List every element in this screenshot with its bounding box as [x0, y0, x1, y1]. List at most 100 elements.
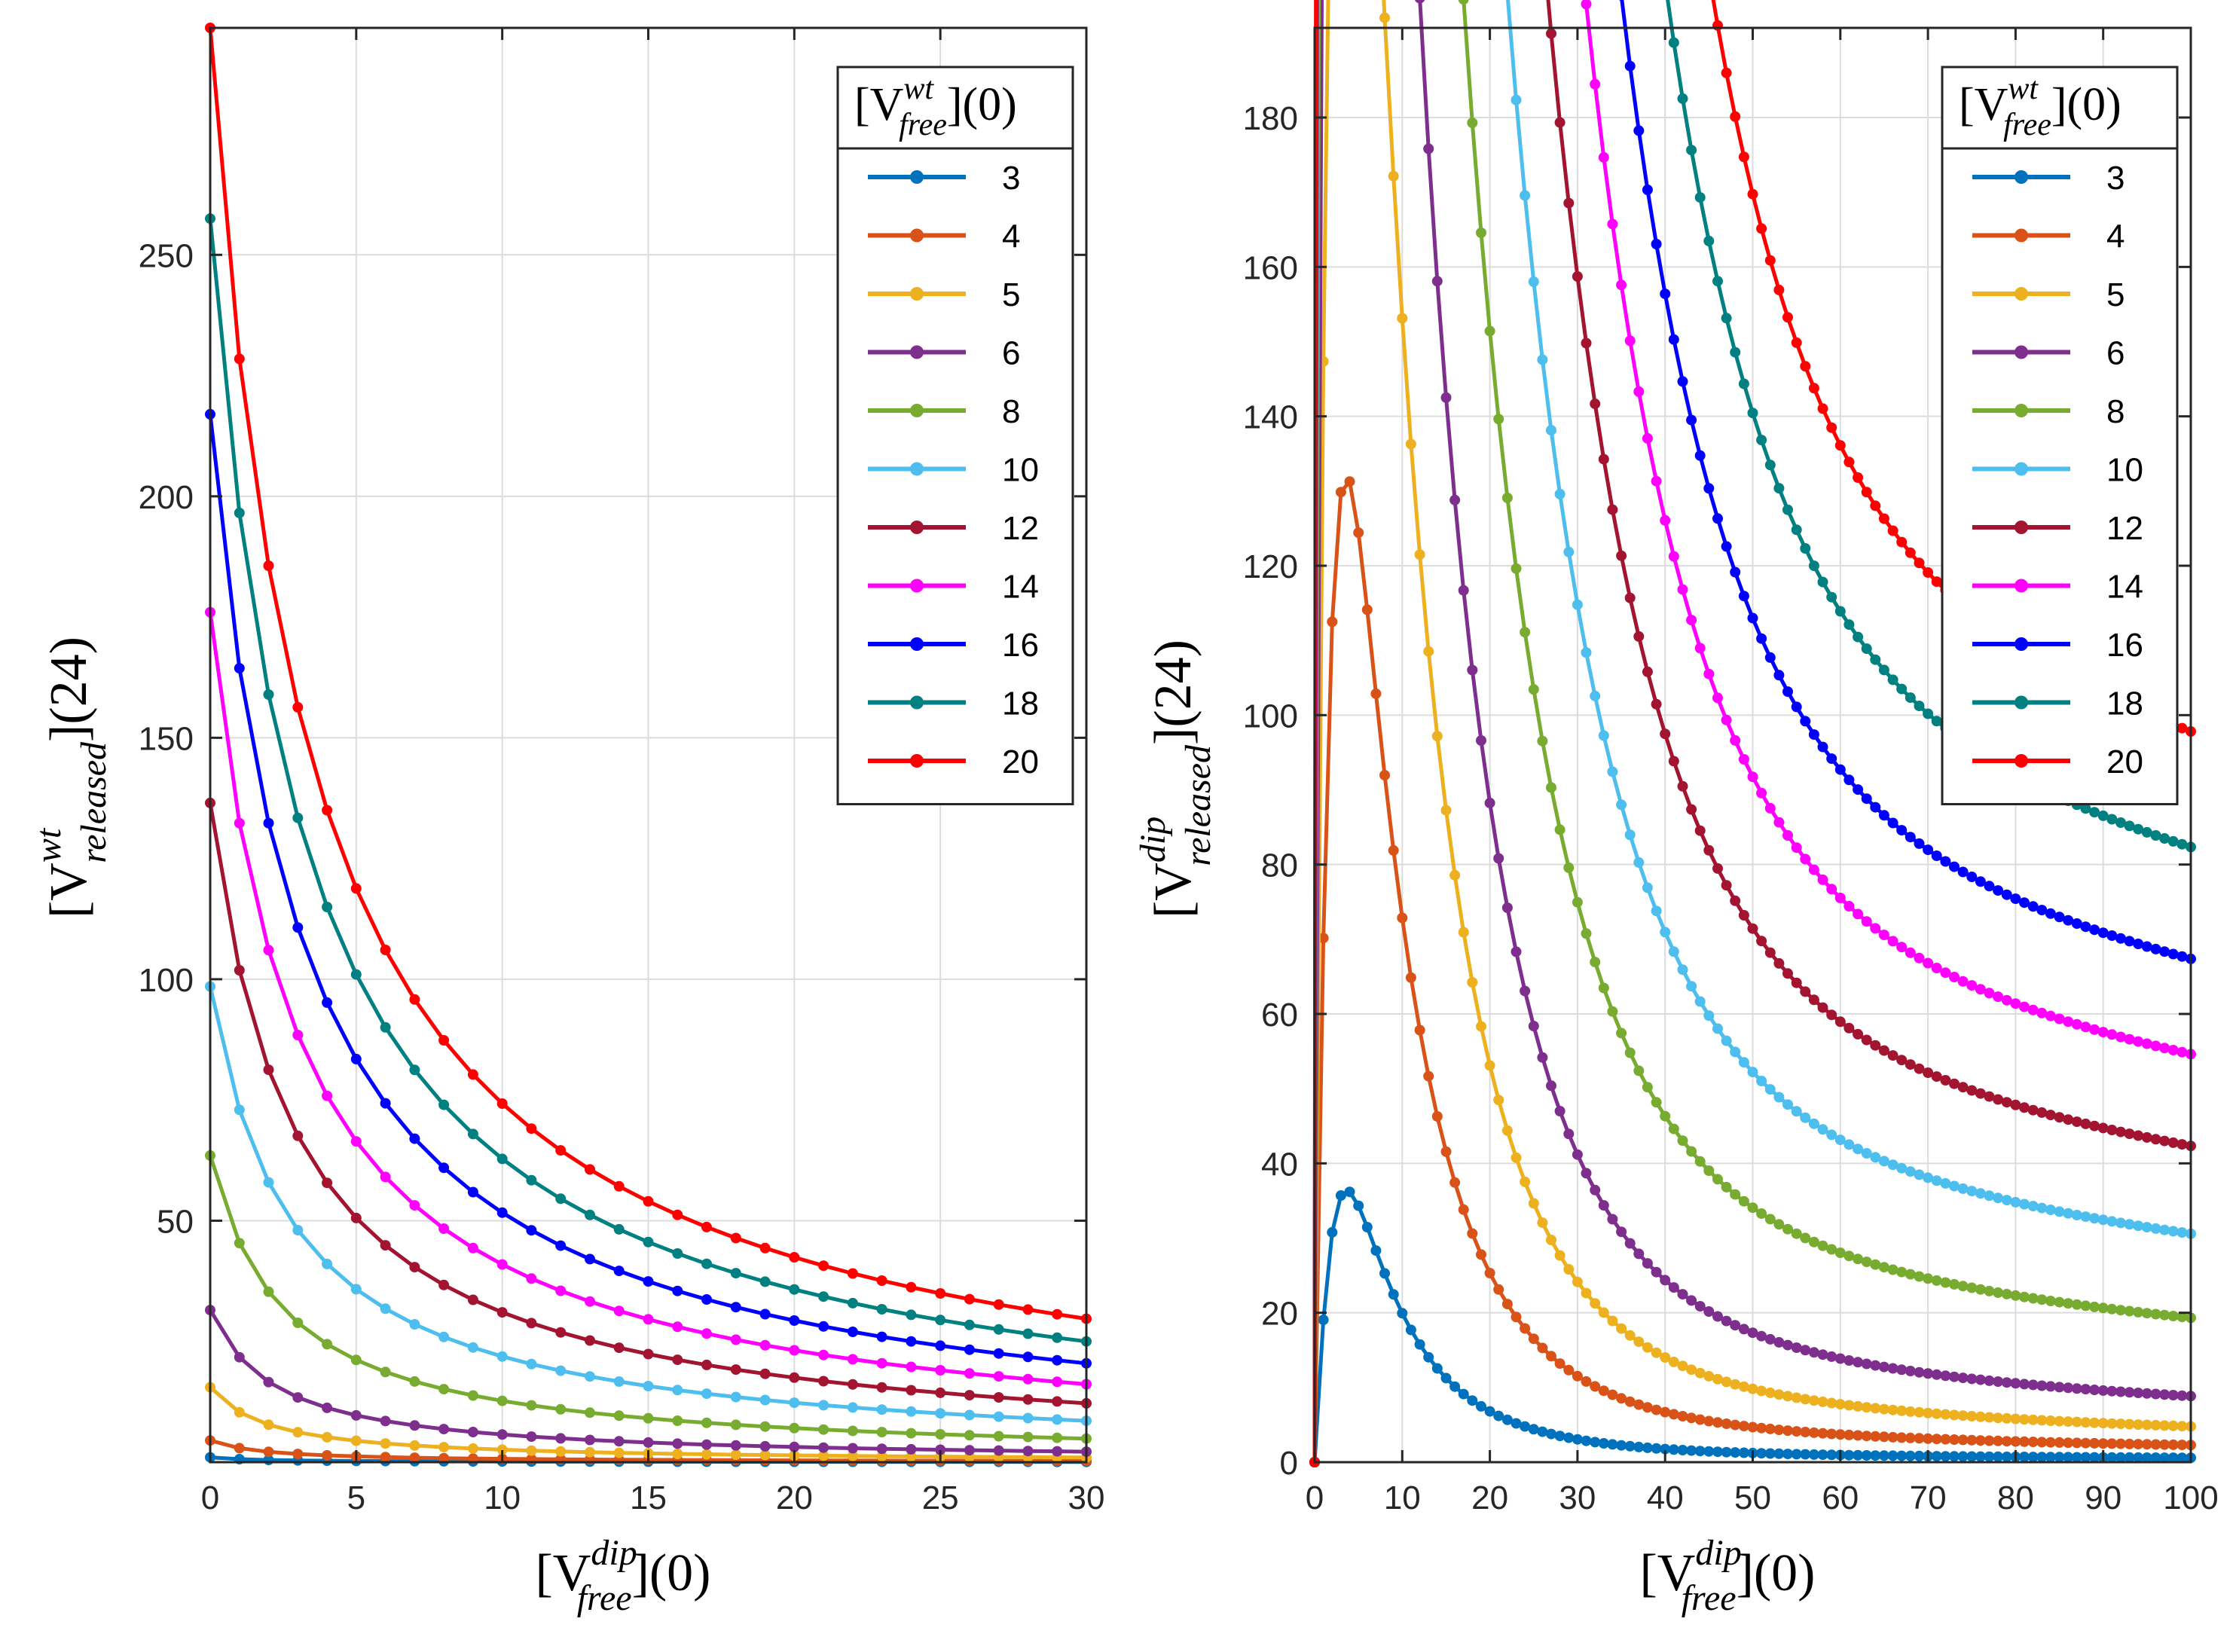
data-point	[2019, 1436, 2030, 1447]
data-point	[2124, 1452, 2135, 1463]
data-point	[1870, 1450, 1881, 1461]
data-point	[1923, 957, 1934, 969]
data-point	[2027, 1004, 2039, 1015]
data-point	[1993, 991, 2004, 1003]
data-point	[2159, 1420, 2170, 1431]
data-point	[1511, 1312, 1522, 1323]
series-16	[1309, 0, 2196, 1467]
data-point	[1931, 576, 1942, 588]
x-tick-label: 20	[1471, 1479, 1508, 1516]
data-point	[1467, 1228, 1478, 1239]
data-point	[322, 1402, 333, 1413]
data-point	[1484, 1406, 1495, 1417]
data-point	[1931, 1451, 1942, 1462]
data-point	[1618, 0, 1624, 1]
data-point	[1773, 1389, 1785, 1400]
data-point	[1660, 289, 1671, 300]
y-label-tail: ](24)	[1144, 640, 1202, 745]
data-point	[1554, 1250, 1566, 1261]
data-point	[1590, 957, 1601, 968]
data-point	[1379, 12, 1390, 23]
data-point	[1052, 1308, 1063, 1320]
data-point	[1520, 1323, 1531, 1334]
data-point	[1712, 863, 1723, 874]
data-point	[1616, 1440, 1627, 1451]
data-point	[1993, 1435, 2004, 1446]
data-point	[2159, 946, 2170, 957]
data-point	[2054, 1013, 2065, 1024]
data-point	[789, 1315, 800, 1326]
data-point	[1721, 1315, 1732, 1327]
data-point	[585, 1296, 595, 1307]
data-point	[1800, 543, 1811, 554]
data-point	[1668, 551, 1679, 562]
data-point	[2063, 1416, 2074, 1428]
data-point	[1730, 111, 1741, 122]
data-point	[1370, 688, 1382, 699]
data-point	[1817, 403, 1828, 414]
data-point	[380, 1415, 391, 1427]
data-point	[2089, 1417, 2100, 1428]
data-point	[1712, 1373, 1723, 1385]
data-point	[643, 1276, 654, 1287]
data-point	[1843, 1250, 1855, 1262]
data-point	[1940, 1451, 1951, 1462]
data-point	[2063, 915, 2074, 926]
data-point	[1598, 1200, 1609, 1211]
data-point	[1616, 1226, 1627, 1238]
data-point	[1703, 1370, 1715, 1382]
data-point	[1896, 536, 1908, 548]
data-point	[1791, 524, 1802, 536]
y-tick-label: 100	[1243, 698, 1298, 734]
data-point	[2001, 1451, 2012, 1462]
data-point	[1878, 1431, 1889, 1443]
data-point	[438, 1099, 450, 1110]
data-point	[906, 1361, 917, 1373]
data-point	[1467, 977, 1478, 988]
legend-entry-14: 14	[868, 569, 1039, 606]
data-point	[1607, 1214, 1618, 1225]
data-point	[1773, 483, 1785, 494]
data-point	[1738, 1057, 1749, 1068]
data-point	[2176, 1421, 2188, 1432]
y-tick-label: 60	[1261, 997, 1298, 1034]
data-point	[613, 1436, 625, 1447]
data-point	[2097, 1302, 2109, 1314]
data-point	[1957, 1183, 1969, 1194]
data-point	[672, 1321, 683, 1333]
data-point	[2045, 1381, 2056, 1392]
data-point	[1449, 1177, 1461, 1188]
data-point	[876, 1382, 887, 1393]
data-point	[1721, 1418, 1732, 1429]
data-point	[2133, 1439, 2144, 1450]
data-point	[1528, 684, 1539, 695]
data-point	[1397, 912, 1408, 924]
x-label-base: [V	[536, 1544, 591, 1602]
data-point	[2071, 1210, 2082, 1220]
data-point	[2150, 943, 2161, 954]
data-point	[2036, 1415, 2048, 1426]
data-point	[964, 1368, 975, 1379]
data-point	[1905, 1432, 1916, 1443]
data-point	[1730, 1320, 1741, 1331]
data-point	[2115, 817, 2126, 828]
data-point	[2141, 1131, 2152, 1143]
data-point	[847, 1402, 858, 1413]
x-tick-label: 80	[1997, 1479, 2034, 1516]
data-point	[1887, 1404, 1898, 1415]
data-point	[2176, 1139, 2188, 1150]
data-point	[643, 1437, 654, 1448]
data-point	[993, 1431, 1004, 1442]
data-point	[2089, 1024, 2100, 1035]
data-point	[467, 1294, 478, 1305]
data-point	[526, 1273, 537, 1284]
data-point	[1843, 1022, 1855, 1034]
data-point	[2019, 1379, 2030, 1390]
legend-entry-14: 14	[1972, 569, 2143, 606]
data-point	[1826, 1129, 1837, 1141]
legend-label: 3	[1002, 160, 1020, 197]
x-tick-label: 5	[347, 1479, 365, 1516]
data-point	[1651, 905, 1662, 917]
y-tick-label: 20	[1261, 1296, 1298, 1333]
data-point	[935, 1444, 946, 1455]
